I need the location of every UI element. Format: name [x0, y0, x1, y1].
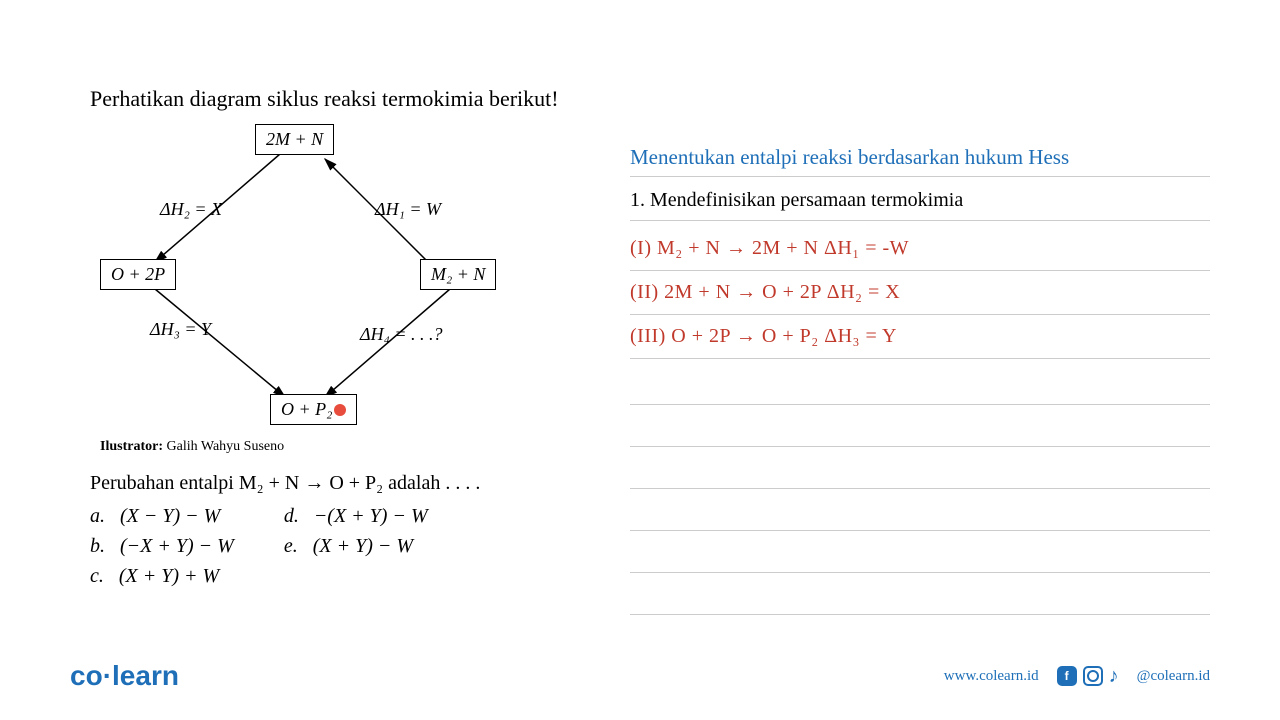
instagram-icon — [1083, 666, 1103, 686]
ruled-line — [630, 363, 1210, 405]
solution-panel: Menentukan entalpi reaksi berdasarkan hu… — [630, 85, 1210, 615]
option-e: e. (X + Y) − W — [284, 531, 428, 561]
prompt-text: Perhatikan diagram siklus reaksi termoki… — [90, 85, 590, 114]
equation-3: (III) O + 2P → O + P₂ ΔH₃ = Y — [630, 319, 1210, 359]
brand-logo: co·learn — [70, 660, 179, 692]
ruled-line — [630, 573, 1210, 615]
social-icons: f ♪ — [1057, 665, 1119, 688]
solution-step-1: 1. Mendefinisikan persamaan termokimia — [630, 189, 1210, 221]
option-c: c. (X + Y) + W — [90, 561, 234, 591]
tiktok-icon: ♪ — [1109, 665, 1119, 688]
label-dh2: ΔH₂ = X — [160, 199, 222, 220]
footer: co·learn www.colearn.id f ♪ @colearn.id — [0, 660, 1280, 692]
ruled-line — [630, 531, 1210, 573]
ruled-line — [630, 447, 1210, 489]
equation-2: (II) 2M + N → O + 2P ΔH₂ = X — [630, 275, 1210, 315]
question-text: Perubahan entalpi M₂ + N → O + P₂ adalah… — [90, 469, 590, 497]
option-d: d. −(X + Y) − W — [284, 501, 428, 531]
solution-title: Menentukan entalpi reaksi berdasarkan hu… — [630, 145, 1210, 177]
equation-1: (I) M₂ + N → 2M + N ΔH₁ = -W — [630, 231, 1210, 271]
label-dh3: ΔH₃ = Y — [150, 319, 211, 340]
footer-url: www.colearn.id — [944, 668, 1039, 685]
label-dh1: ΔH₁ = W — [375, 199, 441, 220]
diagram-node-left: O + 2P — [100, 259, 176, 290]
diagram-node-bottom: O + P₂ — [270, 394, 357, 425]
facebook-icon: f — [1057, 666, 1077, 686]
footer-handle: @colearn.id — [1137, 668, 1210, 685]
problem-panel: Perhatikan diagram siklus reaksi termoki… — [90, 85, 590, 615]
option-a: a. (X − Y) − W — [90, 501, 234, 531]
answer-options: a. (X − Y) − W b. (−X + Y) − W c. (X + Y… — [90, 501, 590, 591]
diagram-node-top: 2M + N — [255, 124, 334, 155]
ruled-line — [630, 489, 1210, 531]
option-b: b. (−X + Y) − W — [90, 531, 234, 561]
diagram-node-right: M₂ + N — [420, 259, 496, 290]
ruled-line — [630, 405, 1210, 447]
hess-cycle-diagram: 2M + N O + 2P M₂ + N O + P₂ ΔH₂ = X ΔH₁ … — [100, 124, 520, 434]
red-dot-marker — [334, 404, 346, 416]
label-dh4: ΔH₄ = . . .? — [360, 324, 442, 345]
illustrator-credit: Ilustrator: Galih Wahyu Suseno — [100, 439, 590, 455]
